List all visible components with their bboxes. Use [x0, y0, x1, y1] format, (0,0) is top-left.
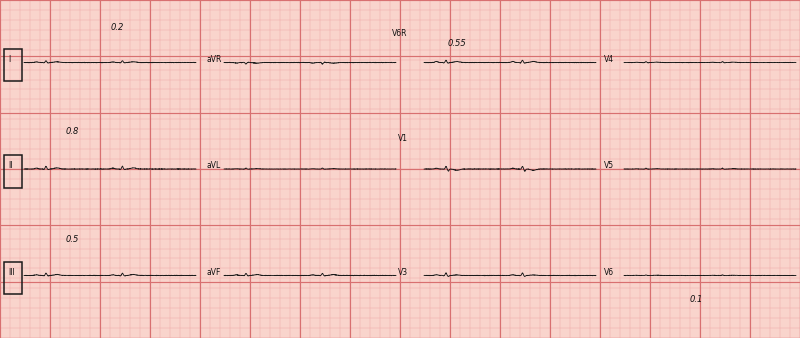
Text: V5: V5	[604, 161, 614, 170]
Bar	[4, 155, 22, 188]
Text: V1: V1	[398, 134, 408, 143]
Text: II: II	[8, 161, 13, 170]
Text: 0.1: 0.1	[690, 295, 703, 304]
Text: aVR: aVR	[206, 55, 222, 64]
Text: V4: V4	[604, 55, 614, 64]
Bar	[4, 49, 22, 81]
Text: 0.55: 0.55	[448, 40, 466, 48]
Text: V3: V3	[398, 268, 409, 276]
Bar	[4, 262, 22, 294]
Text: I: I	[8, 55, 10, 64]
Text: III: III	[8, 268, 14, 276]
Text: aVF: aVF	[206, 268, 221, 276]
Text: 0.5: 0.5	[66, 236, 79, 244]
Text: aVL: aVL	[206, 161, 221, 170]
Text: V6R: V6R	[392, 29, 407, 38]
Text: 0.2: 0.2	[110, 23, 124, 31]
Text: V6: V6	[604, 268, 614, 276]
Text: 0.8: 0.8	[66, 127, 79, 136]
